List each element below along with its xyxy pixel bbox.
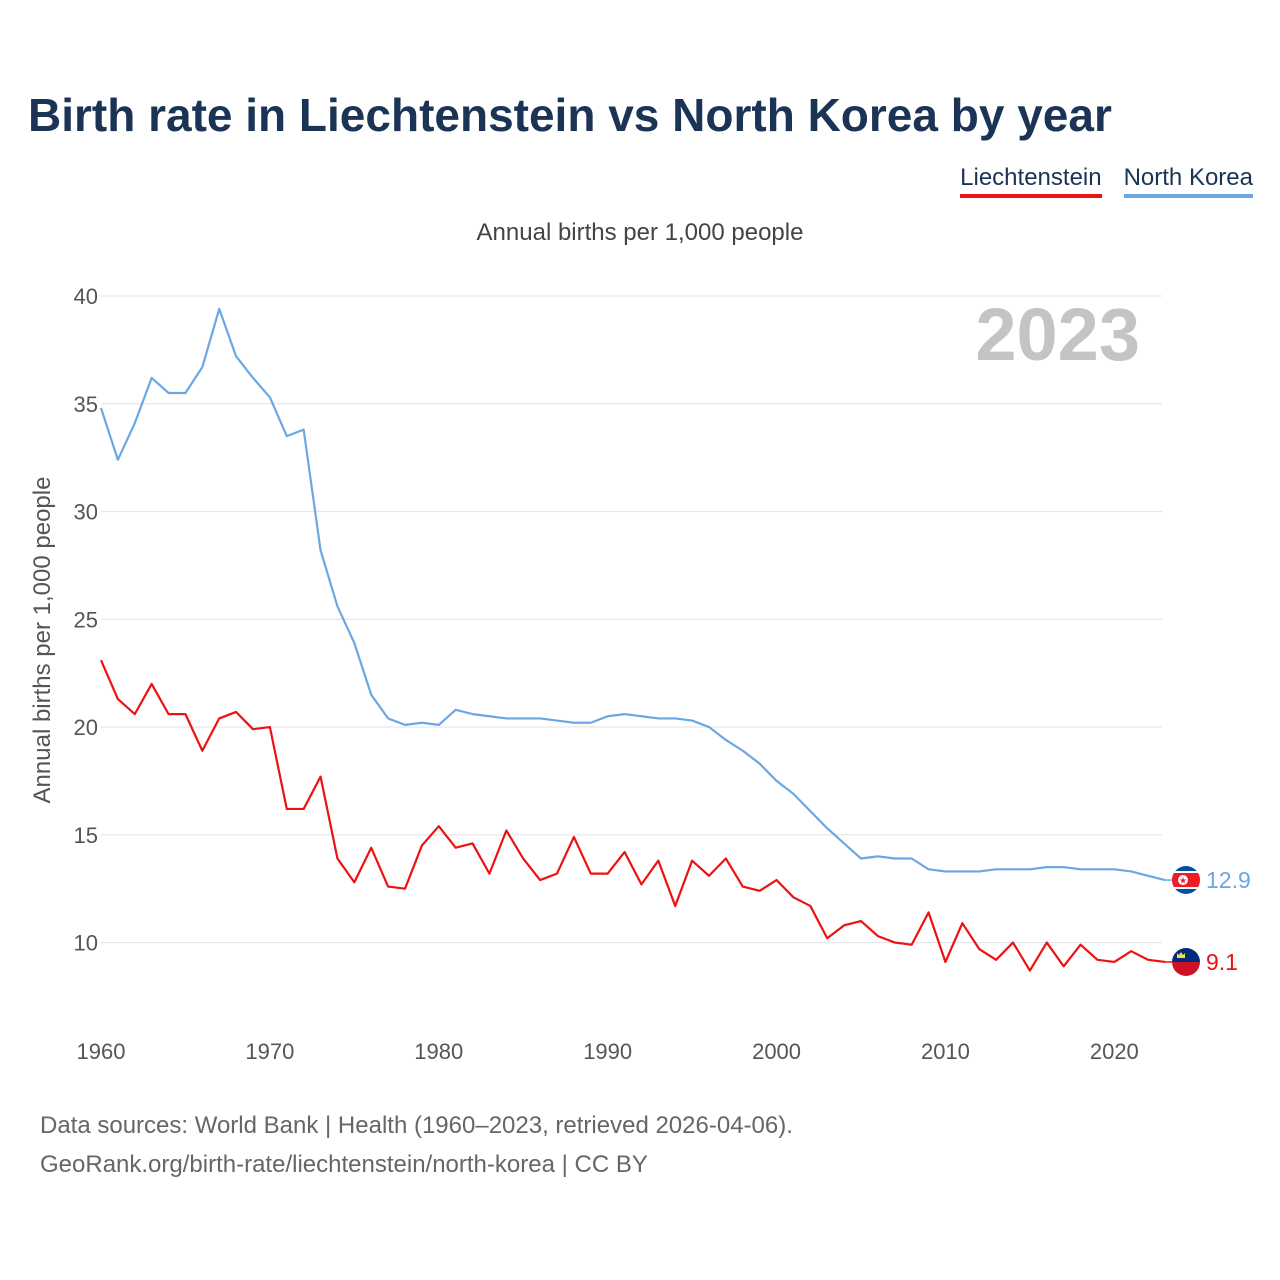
grid-lines xyxy=(101,295,1162,944)
y-tick-label-15: 15 xyxy=(74,823,98,848)
x-tick-label-1960: 1960 xyxy=(77,1039,126,1064)
y-tick-label-40: 40 xyxy=(74,284,98,309)
source-line-1: Data sources: World Bank | Health (1960–… xyxy=(40,1112,793,1139)
legend-north-korea[interactable]: North Korea xyxy=(1123,164,1253,198)
legend: Liechtenstein North Korea xyxy=(960,164,1253,198)
y-tick-label-10: 10 xyxy=(74,931,98,956)
svg-text:★: ★ xyxy=(1179,876,1187,886)
x-tick-label-1980: 1980 xyxy=(414,1039,463,1064)
end-label-liechtenstein: 9.1 xyxy=(1206,949,1238,975)
x-tick-label-2020: 2020 xyxy=(1090,1039,1139,1064)
y-tick-label-25: 25 xyxy=(74,607,98,632)
y-tick-label-35: 35 xyxy=(74,392,98,417)
series-layer: 9.1 12.9 xyxy=(99,307,1251,975)
x-tick-label-2000: 2000 xyxy=(752,1039,801,1064)
north-korea-flag-icon: ★ xyxy=(1172,866,1200,894)
y-tick-label-30: 30 xyxy=(74,500,98,525)
series-line-north-korea[interactable] xyxy=(99,307,1166,882)
y-axis-label: Annual births per 1,000 people xyxy=(29,477,56,804)
chart-title: Birth rate in Liechtenstein vs North Kor… xyxy=(28,89,1112,141)
chart-subtitle: Annual births per 1,000 people xyxy=(477,219,804,246)
x-axis: 1960 1970 1980 1990 2000 2010 2020 xyxy=(77,1039,1139,1064)
liechtenstein-flag-icon xyxy=(1172,948,1200,976)
source-line-2[interactable]: GeoRank.org/birth-rate/liechtenstein/nor… xyxy=(40,1151,648,1178)
y-tick-label-20: 20 xyxy=(74,715,98,740)
legend-liechtenstein[interactable]: Liechtenstein xyxy=(960,164,1102,198)
year-watermark: 2023 xyxy=(975,293,1140,376)
end-label-north-korea: 12.9 xyxy=(1206,867,1251,893)
y-axis: 10 15 20 25 30 35 40 xyxy=(74,284,98,956)
chart-plot: Annual births per 1,000 people 10 15 20 25 3… xyxy=(29,219,1251,1064)
x-tick-label-1990: 1990 xyxy=(583,1039,632,1064)
x-tick-label-2010: 2010 xyxy=(921,1039,970,1064)
source-note: Data sources: World Bank | Health (1960–… xyxy=(40,1106,793,1184)
x-tick-label-1970: 1970 xyxy=(245,1039,294,1064)
series-line-liechtenstein[interactable] xyxy=(99,659,1166,972)
